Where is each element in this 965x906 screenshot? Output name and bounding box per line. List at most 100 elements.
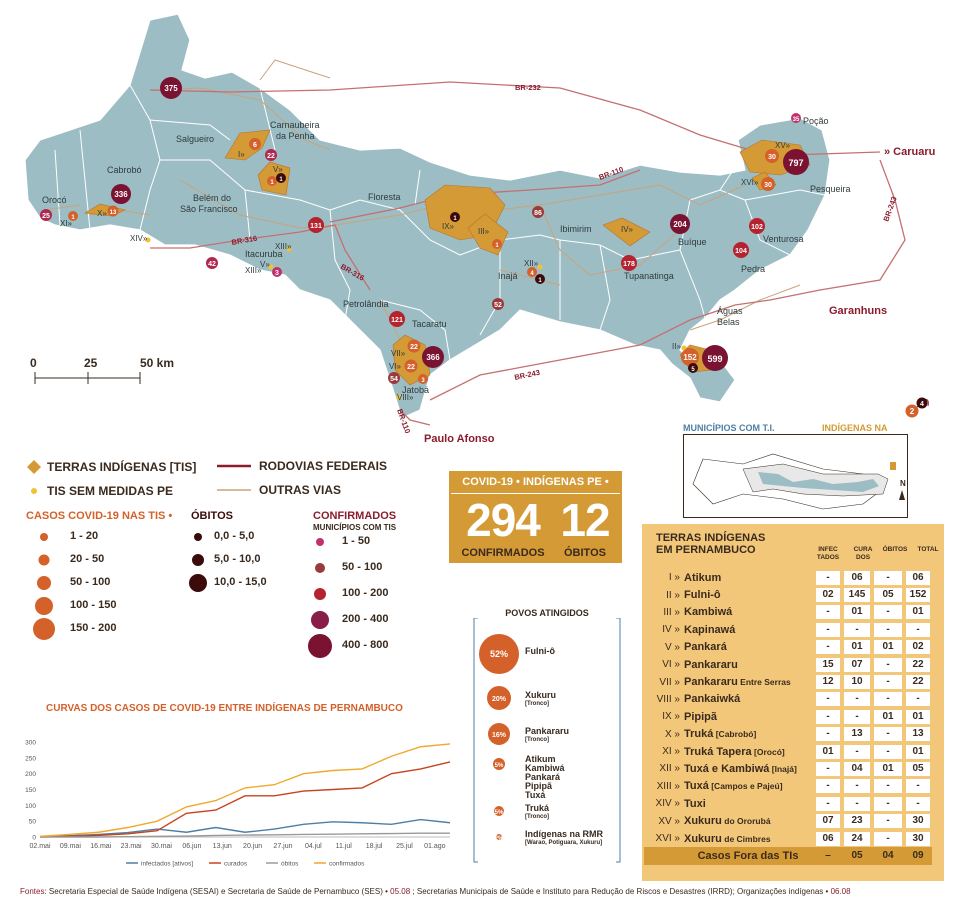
table-value: - [874,657,902,672]
table-value: 01 [906,744,930,759]
label-petrolandia: Petrolândia [343,299,389,309]
ti-label-v: V» [273,165,283,174]
x-tick-label: 04.jul [305,843,322,850]
legend-conf-title: Confirmados [313,510,397,522]
legend-conf-item-label: 100 - 200 [342,587,389,599]
povos-bubble: 2% [495,834,504,842]
povos-bubble-circle [479,634,519,674]
table-name-text: Tuxi [684,797,706,810]
table-value: 01 [906,605,930,620]
legend-conf-item-label: 1 - 50 [342,535,371,547]
table-value: 07 [816,814,840,829]
ti-label-xiii-a: XIII» [275,242,292,251]
ti-bubble-22b: 22 [407,364,415,371]
table-name: Tuxi [682,795,814,812]
povos-pct: 5% [495,810,504,816]
municipal-bubbles[interactable]: 375 336 25 22 131 42 3 86 52 121 366 54 … [40,77,809,384]
legend-obitos-item-label: 10,0 - 15,0 [214,576,267,588]
series-line-infectados [39,818,451,838]
table-name-text: Pankará [684,641,727,654]
table-row: VI » Pankararu 15 07-22 [644,656,932,673]
y-tick-label: 300 [25,740,36,747]
north-arrow-icon [899,490,905,500]
legend-sem-medidas-label: TIs sem medidas PE [47,484,174,498]
y-tick-label: 100 [25,803,36,810]
region-labels: Salgueiro Carnaubeira da Penha Cabrobó O… [42,116,851,395]
povos-name: Indígenas na RMR [525,829,604,839]
table-value: - [844,622,870,637]
city-paulo-afonso: Paulo Afonso [424,433,495,445]
covid-box-title: COVID-19 • Indígenas PE • [462,476,609,488]
table-value: - [874,622,902,637]
table-value: 23 [844,814,870,829]
table-name-sub: do Ororubá [721,816,771,827]
table-roman: II » [666,589,680,601]
covid-summary-box: COVID-19 • Indígenas PE • 294 12 Confirm… [449,471,622,563]
table-value: 10 [844,675,870,690]
table-header-cell: Óbitos [882,546,908,553]
inset-north-label: N [900,479,906,488]
legend-obitos-item-swatch [192,554,204,566]
y-tick-label: 150 [25,787,36,794]
ti-table: I » Atikum -06-06 II » Fulni-ô 02 145 05 152 III … [644,569,932,865]
label-cabrobo: Cabrobó [107,165,142,175]
table-name: Atikum [682,569,814,586]
label-inaja: Inajá [498,271,518,281]
line-chart: 0 50 100 150 200 250 300 02.mai 09.mai 16.mai 23.m… [25,740,451,868]
table-name-sub: [Campos e Pajeú] [708,781,783,792]
x-tick-label: 02.mai [29,843,50,850]
death-bubbles[interactable]: 1 1 1 5 [276,173,698,373]
ti-bubble-13: 13 [110,210,117,216]
table-row: VIII » Pankaiwká - - - - [644,691,932,708]
legend-conf-item-swatch [308,634,332,658]
table-row: VII » Pankararu Entre Serras 12 10-22 [644,673,932,690]
series-line-confirmados [39,743,451,838]
table-value: 01 [844,605,870,620]
table-name: Tuxá e Kambiwá [Inajá] [682,760,814,777]
label-carnaubeira: Carnaubeira [270,120,320,130]
table-roman: X » [664,728,680,740]
table-roman: III » [663,606,680,618]
table-value: - [874,796,902,811]
ti-case-bubbles[interactable]: 6 1 1 13 1 4 22 22 3 152 30 30 [68,138,779,384]
y-tick-label: 200 [25,771,36,778]
bubble-797: 797 [788,158,803,168]
x-tick-label: 20.jun [243,843,262,850]
table-name: Pankará [682,639,814,656]
table-name-text: Tuxá [684,780,709,793]
table-value: 22 [906,675,930,690]
label-floresta: Floresta [368,192,401,202]
label-buique: Buíque [678,237,707,247]
legend-casos-item-swatch [38,554,50,566]
ti-label-xv: XV» [775,141,791,150]
bubble-54: 54 [390,376,398,383]
table-value: - [874,814,902,829]
table-name: Xukuru de Cimbres [682,830,814,847]
povos-sub: [Tronco] [525,737,549,743]
sources-label: Fontes: [20,887,47,896]
table-row: XI » Truká Tapera [Orocó] 01- -01 [644,743,932,760]
table-value: - [906,692,930,707]
table-value: 01 [874,761,902,776]
bubble-204: 204 [673,220,687,229]
label-pesqueira: Pesqueira [810,184,851,194]
ti-bubble-4: 4 [530,271,534,277]
table-value: - [816,779,840,794]
legend-casos-item-swatch [37,576,51,590]
table-value: 13 [906,727,930,742]
table-roman: VIII » [656,693,680,705]
table-value: - [874,692,902,707]
legend-conf-sub: Municípios com TIs [313,523,397,532]
table-value: - [844,796,870,811]
series-line-óbitos [40,832,450,838]
table-name-text: Kambiwá [684,606,733,619]
table-value: 06 [906,570,930,585]
legend-label: curados [224,861,248,868]
label-itacuruba: Itacuruba [245,249,283,259]
inset-map: Municípios com T.I. Indígenas na RMR N [683,423,908,518]
povos-bubble: 5% [494,806,504,816]
legend-outras: Outras vias [217,483,341,497]
table-value: 24 [844,831,870,846]
covid-confirmed-label: Confirmados [461,547,545,559]
table-value: 02 [816,588,840,603]
